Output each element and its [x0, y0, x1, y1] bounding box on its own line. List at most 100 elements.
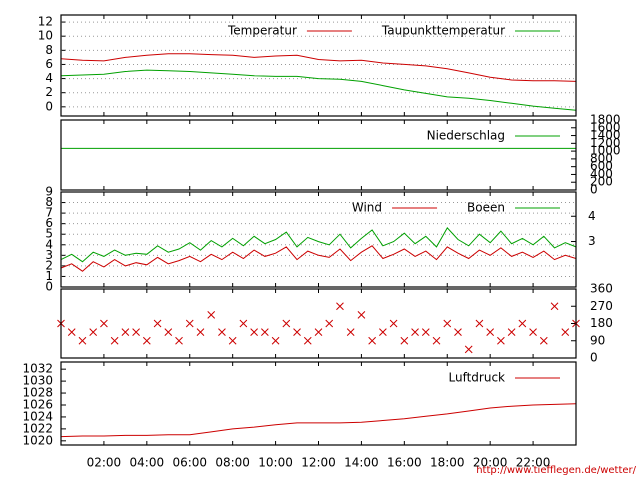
y-tick-label: 8: [45, 43, 53, 57]
legend-label: Taupunkttemperatur: [381, 24, 505, 38]
y-tick-label: 1028: [22, 386, 53, 400]
y-tick-label: 1026: [22, 397, 53, 411]
legend-label: Niederschlag: [427, 129, 505, 143]
x-tick-label: 10:00: [258, 456, 293, 470]
y-tick-label: 1600: [590, 120, 621, 134]
panel-frame: [60, 288, 577, 359]
series-line: [60, 403, 577, 438]
point: [475, 319, 484, 328]
point: [303, 336, 312, 345]
series-line: [60, 245, 577, 272]
point: [142, 336, 151, 345]
point: [100, 319, 108, 328]
point: [153, 319, 162, 328]
point: [175, 336, 183, 345]
y-tick-label: 9: [45, 185, 53, 199]
y-tick-label: 1030: [22, 374, 53, 388]
point: [336, 302, 344, 311]
x-tick-label: 06:00: [172, 456, 207, 470]
x-tick-label: 14:00: [344, 456, 379, 470]
point: [368, 336, 376, 345]
y-tick-label: 1: [45, 269, 53, 283]
y-tick-label: 90: [590, 333, 605, 347]
point: [539, 336, 548, 345]
point: [185, 319, 194, 328]
series-line: [60, 227, 577, 263]
y-tick-label: 180: [590, 316, 613, 330]
point: [357, 311, 366, 319]
y-tick-label: 200: [590, 175, 613, 189]
legend-label: Boeen: [467, 201, 505, 215]
point: [411, 328, 419, 336]
point: [497, 336, 505, 345]
point: [379, 328, 387, 336]
y2-tick-label: 4: [588, 209, 596, 223]
point: [196, 328, 205, 336]
point: [454, 328, 462, 336]
point: [110, 336, 119, 345]
point: [389, 319, 398, 328]
y-tick-label: 270: [590, 299, 613, 313]
point: [250, 328, 258, 336]
point: [464, 345, 473, 354]
point: [121, 328, 130, 336]
x-tick-label: 08:00: [215, 456, 250, 470]
y-tick-label: 3: [45, 248, 53, 262]
y-tick-label: 1032: [22, 362, 53, 376]
point: [261, 328, 269, 336]
panel-frame: [60, 361, 577, 446]
point: [346, 328, 355, 336]
y-tick-label: 6: [45, 216, 53, 230]
panel-frame: [60, 14, 577, 117]
point: [314, 328, 323, 336]
point: [282, 319, 291, 328]
y-tick-label: 8: [45, 195, 53, 209]
y-tick-label: 1020: [22, 433, 53, 447]
y-tick-label: 800: [590, 151, 613, 165]
x-tick-label: 22:00: [516, 456, 551, 470]
y-tick-label: 0: [590, 183, 598, 197]
y-tick-label: 4: [45, 71, 53, 85]
point: [561, 328, 570, 336]
point: [432, 336, 441, 345]
legend-label: Wind: [352, 201, 382, 215]
point: [164, 328, 173, 336]
point: [228, 336, 237, 345]
point: [239, 319, 248, 328]
point: [507, 328, 516, 336]
x-tick-label: 04:00: [130, 456, 165, 470]
y-tick-label: 1400: [590, 128, 621, 142]
point: [518, 319, 527, 328]
source-url: http://www.tiefflegen.de/wetter/: [476, 465, 636, 476]
point: [529, 328, 537, 336]
x-tick-label: 02:00: [87, 456, 122, 470]
y-tick-label: 2: [45, 258, 53, 272]
y-tick-label: 1024: [22, 409, 53, 423]
point: [400, 336, 409, 345]
panel-frame: [60, 119, 577, 191]
y-tick-label: 1200: [590, 136, 621, 150]
y-tick-label: 360: [590, 282, 613, 296]
point: [218, 328, 226, 336]
point: [207, 311, 216, 319]
x-tick-label: 16:00: [387, 456, 422, 470]
y-tick-label: 6: [45, 57, 53, 71]
legend-label: Luftdruck: [448, 371, 505, 385]
x-tick-label: 18:00: [430, 456, 465, 470]
point: [67, 328, 76, 336]
point: [293, 328, 301, 336]
y-tick-label: 10: [38, 29, 53, 43]
y-tick-label: 1800: [590, 113, 621, 127]
y2-tick-label: 3: [588, 234, 596, 248]
point: [325, 319, 334, 328]
y-tick-label: 4: [45, 237, 53, 251]
x-tick-label: 12:00: [301, 456, 336, 470]
y-tick-label: 0: [45, 99, 53, 113]
point: [550, 302, 559, 311]
y-tick-label: 5: [45, 227, 53, 241]
point: [443, 319, 452, 328]
y-tick-label: 400: [590, 167, 613, 181]
point: [421, 328, 430, 336]
y-tick-label: 0: [45, 280, 53, 294]
